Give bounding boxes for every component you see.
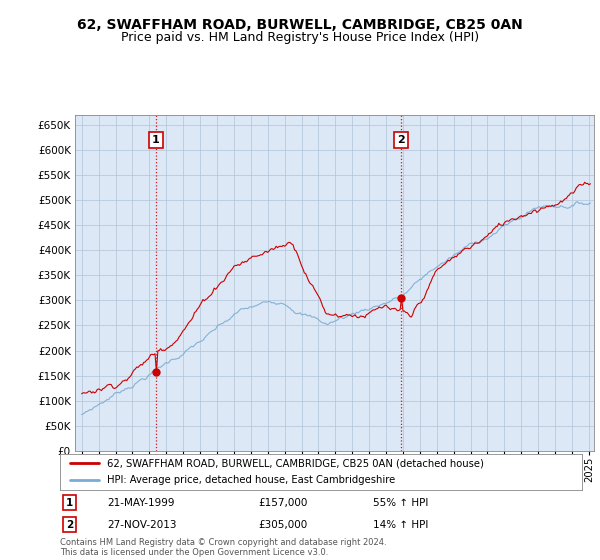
- Text: HPI: Average price, detached house, East Cambridgeshire: HPI: Average price, detached house, East…: [107, 475, 395, 485]
- Text: 14% ↑ HPI: 14% ↑ HPI: [373, 520, 428, 530]
- Text: 21-MAY-1999: 21-MAY-1999: [107, 498, 175, 508]
- Text: £305,000: £305,000: [259, 520, 308, 530]
- Text: Contains HM Land Registry data © Crown copyright and database right 2024.
This d: Contains HM Land Registry data © Crown c…: [60, 538, 386, 557]
- Text: Price paid vs. HM Land Registry's House Price Index (HPI): Price paid vs. HM Land Registry's House …: [121, 31, 479, 44]
- Text: 62, SWAFFHAM ROAD, BURWELL, CAMBRIDGE, CB25 0AN (detached house): 62, SWAFFHAM ROAD, BURWELL, CAMBRIDGE, C…: [107, 459, 484, 468]
- Text: £157,000: £157,000: [259, 498, 308, 508]
- Text: 55% ↑ HPI: 55% ↑ HPI: [373, 498, 428, 508]
- Text: 27-NOV-2013: 27-NOV-2013: [107, 520, 176, 530]
- Text: 2: 2: [397, 135, 405, 145]
- Text: 62, SWAFFHAM ROAD, BURWELL, CAMBRIDGE, CB25 0AN: 62, SWAFFHAM ROAD, BURWELL, CAMBRIDGE, C…: [77, 18, 523, 32]
- Text: 2: 2: [66, 520, 73, 530]
- Text: 1: 1: [152, 135, 160, 145]
- Text: 1: 1: [66, 498, 73, 508]
